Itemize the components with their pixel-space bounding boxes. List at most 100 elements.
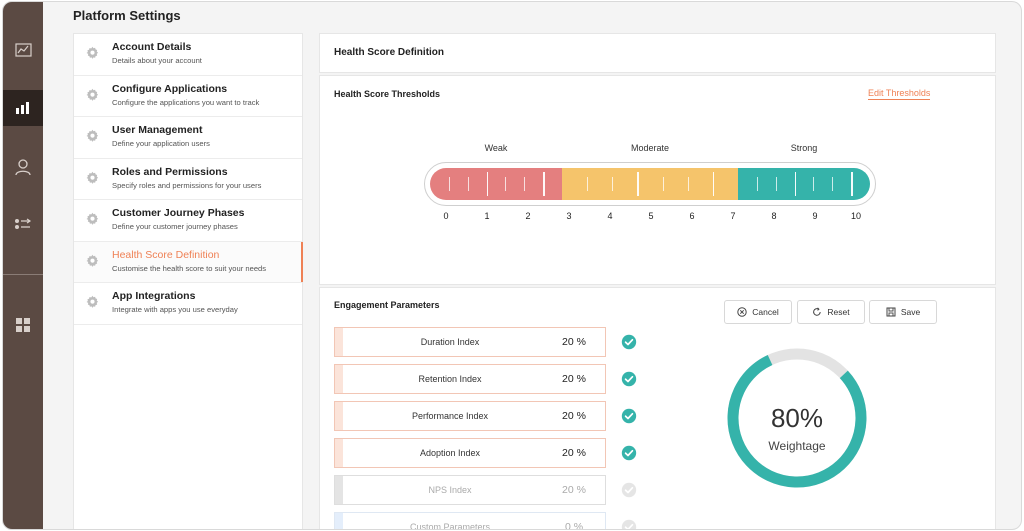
weightage-donut (727, 348, 867, 488)
menu-item-title: Roles and Permissions (112, 165, 228, 178)
scale-tick-label: 4 (607, 211, 613, 221)
save-button[interactable]: Save (869, 300, 937, 324)
param-name: NPS Index (428, 485, 472, 495)
gauge-tick (587, 177, 589, 191)
gear-icon (86, 88, 99, 101)
scale-tick-label: 3 (566, 211, 572, 221)
menu-item-title: App Integrations (112, 290, 196, 302)
gauge-tick (775, 177, 777, 191)
param-value[interactable]: 20 % (562, 373, 586, 385)
menu-item[interactable]: Configure Applications Configure the appl… (74, 76, 302, 117)
gauge-tick (467, 177, 469, 191)
scale-tick-label: 7 (730, 211, 736, 221)
param-value[interactable]: 20 % (562, 484, 586, 496)
param-edge (335, 365, 343, 393)
save-icon (886, 307, 896, 317)
threshold-gauge (424, 162, 876, 206)
section-title: Health Score Definition (334, 47, 445, 58)
page-header-title: Platform Settings (73, 8, 181, 23)
param-name: Retention Index (418, 374, 482, 384)
gauge-tick (448, 177, 450, 191)
gauge-tick (756, 177, 758, 191)
param-row[interactable]: NPS Index 20 % (334, 475, 606, 505)
scale-tick-label: 5 (648, 211, 654, 221)
gear-icon (86, 295, 99, 308)
rail-divider (3, 274, 43, 275)
param-edge (335, 439, 343, 467)
analytics-icon[interactable] (3, 32, 43, 68)
transfer-icon[interactable] (3, 206, 43, 242)
weightage-value: 80% (770, 403, 824, 433)
zone-label: Moderate (630, 143, 670, 153)
menu-item-title: Account Details (112, 41, 192, 53)
param-name: Custom Parameters (409, 522, 491, 530)
param-edge (335, 328, 343, 356)
weightage-label: Weightage (768, 439, 826, 453)
menu-item[interactable]: Customer Journey Phases Define your custo… (74, 200, 302, 242)
param-value[interactable]: 20 % (562, 410, 586, 422)
param-value[interactable]: 0 % (564, 521, 584, 530)
param-row[interactable]: Adoption Index 20 % (334, 438, 606, 468)
gauge-tick (662, 177, 664, 191)
gauge-tick (543, 172, 545, 196)
gauge-tick (505, 177, 507, 191)
param-edge (335, 402, 343, 430)
gauge-tick (712, 172, 715, 196)
gauge-track (430, 168, 870, 200)
menu-item-desc: Define your customer journey phases (112, 222, 238, 231)
scale-tick-label: 2 (525, 211, 531, 221)
menu-item-title: User Management (112, 124, 203, 136)
menu-item-desc: Configure the applications you want to t… (112, 97, 260, 107)
scale-tick-label: 9 (812, 211, 818, 221)
menu-item-title: Health Score Definition (112, 248, 220, 261)
cancel-icon (737, 307, 747, 317)
param-row[interactable]: Performance Index 20 % (334, 401, 606, 431)
menu-item-title: Customer Journey Phases (112, 207, 245, 219)
gauge-tick (637, 172, 639, 196)
section-header: Health Score Definition (319, 33, 996, 73)
param-edge (335, 476, 343, 504)
menu-item[interactable]: Roles and Permissions Specify roles and p… (74, 159, 302, 200)
settings-menu: Account Details Details about your accoun… (73, 33, 303, 529)
gauge-tick (687, 177, 689, 191)
check-icon[interactable] (621, 519, 637, 530)
check-icon[interactable] (621, 334, 637, 350)
gear-icon (86, 129, 99, 142)
menu-item[interactable]: App Integrations Integrate with apps you … (74, 283, 302, 325)
param-row[interactable]: Custom Parameters 0 % (334, 512, 606, 530)
menu-item[interactable]: Account Details Details about your accoun… (74, 34, 302, 76)
bar-chart-icon[interactable] (3, 90, 43, 126)
gauge-tick (851, 172, 853, 196)
check-icon[interactable] (621, 408, 637, 424)
param-row[interactable]: Retention Index 20 % (334, 364, 606, 394)
scale-tick-label: 0 (443, 211, 449, 221)
user-icon[interactable] (3, 149, 43, 185)
param-name: Duration Index (420, 337, 480, 347)
check-icon[interactable] (621, 371, 637, 387)
check-icon[interactable] (621, 482, 637, 498)
cancel-button[interactable]: Cancel (724, 300, 792, 324)
param-value[interactable]: 20 % (562, 447, 586, 459)
param-name: Adoption Index (419, 448, 481, 458)
edit-thresholds-link[interactable]: Edit Thresholds (868, 88, 931, 100)
thresholds-card: Health Score Thresholds Edit Thresholds … (319, 75, 996, 285)
engagement-card: Engagement Parameters Cancel Reset Save … (319, 287, 996, 530)
zone-label: Strong (790, 143, 818, 153)
gauge-segment (738, 168, 870, 200)
check-icon[interactable] (621, 445, 637, 461)
cancel-label: Cancel (752, 307, 779, 317)
gauge-tick (524, 177, 526, 191)
param-value[interactable]: 20 % (562, 336, 586, 348)
menu-item-desc: Define your application users (112, 139, 210, 148)
reset-button[interactable]: Reset (797, 300, 865, 324)
gauge-segment (562, 168, 738, 200)
param-row[interactable]: Duration Index 20 % (334, 327, 606, 357)
apps-grid-icon[interactable] (3, 307, 43, 343)
menu-item[interactable]: User Management Define your application u… (74, 117, 302, 159)
menu-item[interactable]: Health Score Definition Customise the hea… (74, 241, 303, 283)
menu-item-title: Configure Applications (112, 82, 228, 95)
engagement-title: Engagement Parameters (334, 300, 440, 310)
reset-icon (813, 307, 822, 316)
gear-icon (86, 212, 99, 225)
save-label: Save (900, 307, 921, 317)
